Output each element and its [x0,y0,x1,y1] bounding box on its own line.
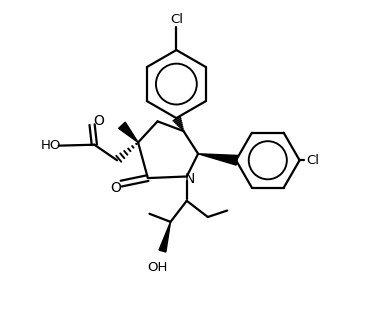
Polygon shape [159,222,171,252]
Text: Cl: Cl [170,13,183,26]
Text: HO: HO [40,139,61,152]
Polygon shape [198,154,238,165]
Text: N: N [184,172,195,186]
Text: Cl: Cl [307,154,320,167]
Polygon shape [119,122,138,143]
Text: OH: OH [148,261,168,274]
Text: O: O [93,114,104,129]
Text: O: O [110,181,121,196]
